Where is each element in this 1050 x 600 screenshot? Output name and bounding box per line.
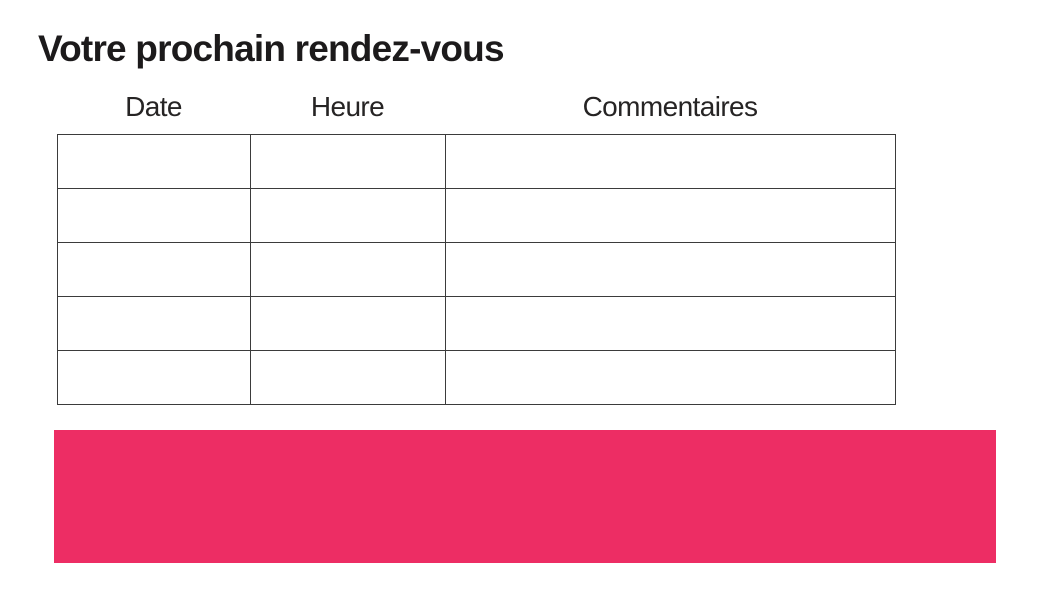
table-row bbox=[57, 296, 896, 351]
table-row bbox=[57, 188, 896, 243]
page-title: Votre prochain rendez-vous bbox=[38, 28, 505, 69]
appointments-table bbox=[57, 134, 896, 405]
promo-banner bbox=[54, 430, 996, 563]
table-cell bbox=[57, 134, 251, 189]
table-cell bbox=[445, 134, 896, 189]
table-cell bbox=[445, 242, 896, 297]
table-cell bbox=[57, 242, 251, 297]
table-row bbox=[57, 350, 896, 405]
table-cell bbox=[445, 350, 896, 405]
table-cell bbox=[57, 188, 251, 243]
table-cell bbox=[57, 350, 251, 405]
appointments-table-body bbox=[57, 134, 896, 405]
table-cell bbox=[250, 350, 446, 405]
table-cell bbox=[445, 188, 896, 243]
table-cell bbox=[57, 296, 251, 351]
table-cell bbox=[445, 296, 896, 351]
table-cell bbox=[250, 134, 446, 189]
column-header-commentaires: Commentaires bbox=[582, 91, 758, 122]
table-cell bbox=[250, 188, 446, 243]
column-header-date: Date bbox=[125, 91, 182, 122]
column-header-heure: Heure bbox=[310, 91, 385, 122]
table-cell bbox=[250, 242, 446, 297]
table-row bbox=[57, 134, 896, 189]
table-cell bbox=[250, 296, 446, 351]
table-header-row: Date Heure Commentaires bbox=[57, 90, 895, 124]
table-row bbox=[57, 242, 896, 297]
